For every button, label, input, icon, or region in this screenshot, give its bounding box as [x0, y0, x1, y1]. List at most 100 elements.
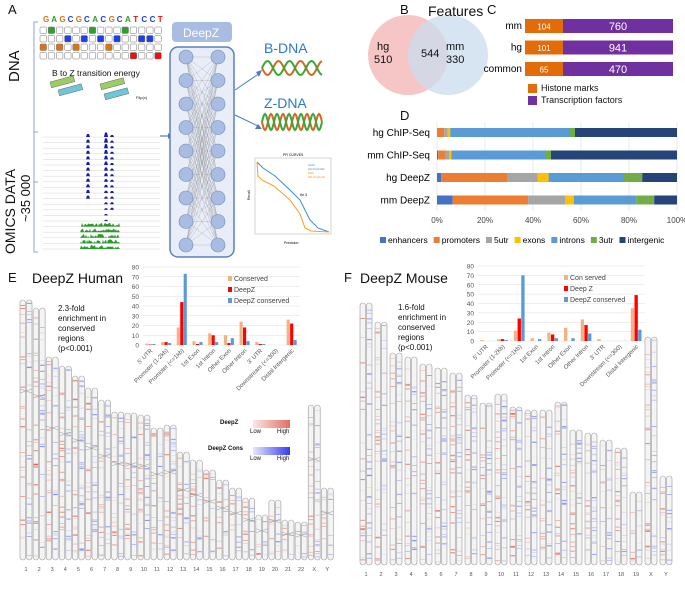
blue-track — [43, 173, 160, 177]
chromatid — [144, 414, 151, 561]
chromosome-17: 17 — [229, 487, 242, 573]
chromatid — [366, 302, 373, 566]
one-hot-cell — [113, 35, 121, 43]
chromatid — [229, 487, 236, 561]
neuron-node — [178, 143, 194, 159]
chromosome-label: 19 — [259, 567, 265, 573]
y-tick-label: 60 — [132, 284, 140, 291]
chromatid — [501, 393, 508, 566]
pr-legend-entry: HG19 — [308, 163, 315, 167]
tf-value: 760 — [609, 21, 627, 33]
one-hot-cell — [154, 52, 162, 60]
neuron-node — [210, 96, 226, 112]
chromosome-11: 11 — [150, 427, 164, 573]
histone-value: 65 — [540, 66, 549, 75]
legend-swatch — [619, 237, 626, 243]
chromosome-15: 15 — [569, 429, 583, 578]
one-hot-cell — [80, 35, 88, 43]
chromatid — [170, 424, 177, 561]
chromosome-22: 22 — [294, 521, 308, 573]
centromere — [281, 531, 295, 537]
annotation-line: regions — [398, 333, 425, 342]
dna-bracket — [33, 21, 38, 183]
bar-conserved — [192, 341, 196, 345]
one-hot-cell — [105, 35, 113, 43]
green-track — [43, 228, 160, 233]
pr-legend-entry: MM thresholds — [308, 175, 326, 179]
y-tick-label: 70 — [467, 273, 475, 280]
legend-swatch — [228, 276, 232, 281]
annotation-line: (p<0.001) — [58, 344, 93, 353]
centromere — [321, 510, 334, 516]
one-hot-cell — [88, 35, 96, 43]
network-edge — [185, 174, 219, 246]
chromosome-label: 18 — [246, 567, 252, 573]
chromosome-2: 2 — [374, 321, 388, 578]
bar-deepz-conserved — [262, 344, 266, 345]
chromosome-19: 19 — [629, 491, 643, 578]
mouse-title: DeepZ Mouse — [360, 270, 448, 286]
chromosome-label: 15 — [573, 572, 579, 578]
legend-swatch — [433, 237, 440, 243]
chromatid — [636, 491, 643, 566]
chromosome-label: 15 — [206, 567, 212, 573]
bar-conserved — [255, 342, 259, 345]
chromosome-16: 16 — [584, 432, 598, 578]
chromatid — [546, 409, 553, 566]
panel-label-f: F — [344, 270, 352, 285]
blue-track — [43, 214, 160, 216]
arrow-b-dna — [234, 72, 261, 91]
stacked-bar-3utr — [569, 128, 575, 137]
y-tick-label: 60 — [467, 282, 475, 289]
chromatid — [65, 365, 72, 561]
legend-cons-label: DeepZ Cons — [208, 446, 244, 452]
legend-label: Conserved — [234, 276, 268, 283]
venn-mm-circle — [408, 15, 488, 95]
chromatid — [396, 352, 403, 566]
omics-label: OMICS DATA — [2, 168, 18, 254]
bar-deepz — [258, 344, 262, 345]
chromosome-label: 3 — [51, 567, 54, 573]
b-dna-label: B-DNA — [264, 40, 308, 56]
one-hot-cell — [146, 43, 154, 51]
chromatid — [137, 414, 144, 561]
venn-title: Features — [428, 3, 484, 19]
chromatid — [629, 491, 636, 566]
chromatid — [176, 451, 183, 561]
bar-deepz-conserved — [215, 342, 219, 345]
sequence-letter: G — [76, 15, 82, 24]
bar-deepz-conserved — [588, 333, 592, 341]
sequence-letter: G — [109, 15, 115, 24]
y-tick-label: 80 — [132, 265, 140, 272]
legend-histone: Histone marks — [528, 83, 599, 94]
sequence-letter: C — [150, 15, 156, 24]
sequence-letter: T — [158, 15, 163, 24]
legend-label: exons — [523, 235, 546, 245]
chromatid — [209, 469, 216, 561]
chromatid — [591, 432, 598, 566]
panel-label-e: E — [8, 270, 17, 285]
flip-label: Flip(x) — [136, 95, 148, 100]
chromosome-label: 11 — [513, 572, 519, 578]
chromosome-label: 2 — [379, 572, 382, 578]
blue-track — [43, 155, 160, 160]
chromatid — [275, 499, 282, 561]
bar-conserved — [223, 335, 227, 345]
one-hot-cell — [56, 52, 64, 60]
stacked-bar-enhancers — [437, 150, 439, 160]
pr-ylabel: Recall — [247, 190, 251, 200]
neuron-node — [178, 237, 194, 253]
one-hot-cell — [80, 26, 88, 34]
chromatid — [516, 406, 523, 566]
bar-con-served — [497, 339, 501, 341]
histone-value: 104 — [537, 23, 551, 32]
blue-track — [43, 184, 160, 188]
bar-conserved — [145, 343, 149, 345]
chromatid — [359, 302, 366, 566]
legend-tf-label: Transcription factors — [541, 95, 623, 105]
chromatid — [554, 401, 561, 566]
one-hot-cell — [72, 26, 80, 34]
chromatid — [659, 475, 666, 566]
cons-scale — [253, 447, 290, 455]
centromere — [124, 462, 137, 467]
